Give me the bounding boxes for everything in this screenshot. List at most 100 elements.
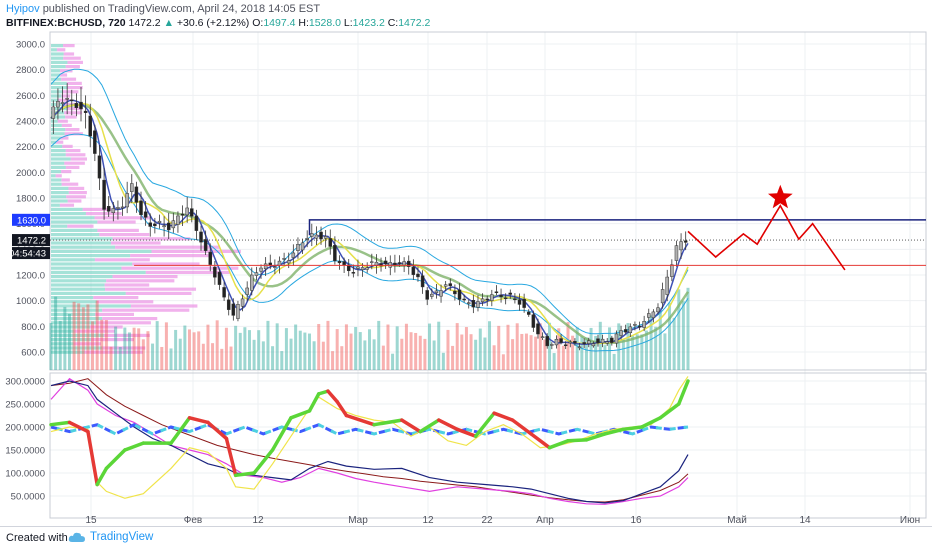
candle (208, 251, 212, 265)
volume-profile (51, 44, 241, 354)
badge-text: 1630.0 (17, 215, 46, 226)
volume-bar (317, 323, 321, 370)
series-line (104, 448, 127, 471)
volume-profile-bar (51, 270, 146, 274)
y-tick-label: 200.0000 (5, 423, 45, 434)
volume-bar (127, 332, 131, 370)
volume-profile-bar (64, 111, 83, 115)
series-line (455, 427, 478, 438)
candle (406, 260, 411, 267)
y-tick-label: 600.0 (21, 348, 45, 359)
candle (106, 206, 111, 212)
volume-bar (307, 333, 311, 370)
candle (254, 272, 259, 276)
candle (250, 274, 254, 291)
indicator-lines (49, 376, 690, 505)
candle (263, 263, 268, 269)
volume-profile-bar (60, 136, 69, 140)
moving-averages (50, 68, 690, 352)
candle (619, 330, 623, 336)
volume-bar (238, 332, 242, 370)
volume-profile-bar (51, 333, 104, 337)
candle (614, 333, 619, 344)
current-price-badge: 1472.2 (12, 234, 50, 247)
badge-text: 1472.2 (17, 236, 46, 247)
volume-profile-bar (90, 338, 135, 342)
candle (333, 244, 337, 261)
tradingview-link[interactable]: TradingView (68, 531, 153, 543)
volume-profile-bar (65, 128, 80, 132)
volume-profile-bar (51, 287, 106, 291)
series-line (270, 416, 293, 452)
volume-profile-bar (67, 224, 94, 228)
candle (397, 262, 402, 264)
low-label: L: (343, 17, 353, 29)
volume-profile-bar (51, 207, 83, 211)
fast-ma (50, 99, 689, 346)
volume-bar (201, 343, 205, 370)
badge-text: 04:54:43 (9, 249, 46, 260)
x-tick-label: 22 (481, 515, 493, 526)
candle (591, 343, 596, 347)
volume-profile-bar (51, 220, 98, 224)
volume-bar (331, 351, 335, 370)
candle (360, 267, 365, 270)
volume-profile-bar (105, 287, 197, 291)
candle (236, 304, 240, 319)
volume-bar (349, 333, 353, 370)
candle (130, 183, 134, 192)
candle (70, 99, 74, 102)
volume-bar (455, 323, 459, 370)
volume-bar (589, 327, 593, 370)
candle (282, 258, 286, 260)
series-line (335, 399, 349, 418)
volume-bar (63, 306, 67, 370)
series-line (50, 376, 689, 499)
series-line (326, 389, 339, 404)
volume-profile-bar (51, 304, 131, 308)
volume-profile-bar (97, 300, 154, 304)
volume-bar (428, 323, 432, 370)
volume-bar (229, 346, 233, 370)
volume-bar (261, 341, 265, 370)
open-value: 1497.4 (263, 17, 296, 29)
volume-bar (534, 336, 538, 370)
candle (171, 220, 176, 229)
volume-bar (381, 345, 385, 370)
volume-bar (414, 332, 418, 370)
volume-profile-bar (51, 241, 111, 245)
high-value: 1528.0 (308, 17, 341, 29)
price-chart[interactable]: 15 Фев 12 Мар 12 22 Апр 16 Май 14 Июн 3000.0 2800.0 2… (0, 0, 932, 526)
badge-bg (12, 234, 50, 247)
volume-bar (275, 323, 279, 370)
volume-bar (298, 330, 302, 370)
candle (314, 234, 319, 239)
volume-profile-bar (51, 329, 75, 333)
candle (647, 313, 651, 318)
volume-profile-bar (51, 346, 103, 350)
series-line (86, 429, 99, 487)
candle (448, 283, 453, 287)
upper-band (50, 68, 689, 335)
author-link[interactable]: Hyipov (6, 3, 40, 15)
volume-profile-bar (125, 291, 192, 295)
volume-profile-bar (67, 199, 82, 203)
candle (240, 298, 245, 307)
candle (462, 298, 466, 301)
badge-bg (12, 213, 50, 226)
volume-profile-bar (51, 300, 98, 304)
volume-bar (284, 328, 288, 370)
volume-bar (294, 324, 298, 370)
volume-profile-bar (51, 275, 113, 279)
volume-profile-bar (94, 216, 151, 220)
volume-bar (215, 320, 219, 370)
candle (231, 303, 236, 316)
candle (185, 207, 189, 216)
volume-bar (326, 320, 330, 370)
series-line (50, 380, 689, 504)
volume-bar (686, 287, 690, 370)
y-tick-label: 250.0000 (5, 400, 45, 411)
volume-bar (86, 304, 90, 370)
candle (605, 341, 609, 344)
volume-profile-bar (57, 119, 68, 123)
